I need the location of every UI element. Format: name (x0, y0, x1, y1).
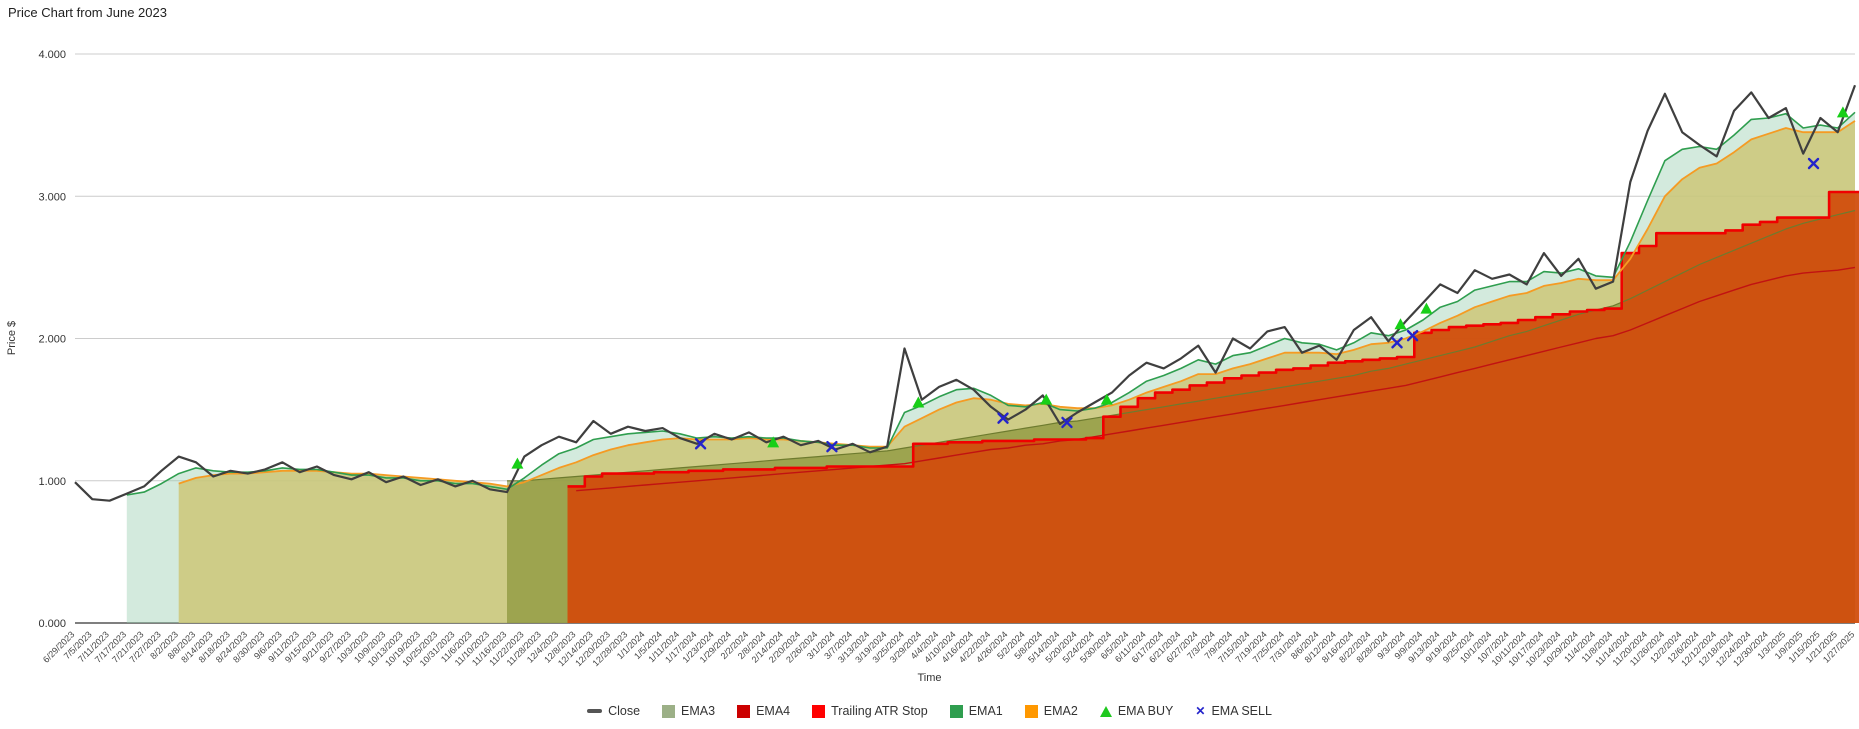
series-swatch-icon (812, 704, 826, 718)
ema-buy-marker (1420, 302, 1433, 314)
y-tick-label: 3.000 (38, 191, 66, 203)
y-tick-label: 0.000 (38, 618, 66, 630)
legend-label: Close (608, 704, 641, 718)
y-tick-label: 4.000 (38, 49, 66, 61)
stop-area (567, 192, 1859, 623)
ema2-line (178, 120, 1856, 488)
legend-label: Trailing ATR Stop (831, 704, 928, 718)
legend-label: EMA BUY (1117, 704, 1174, 718)
y-tick-label: 1.000 (38, 476, 66, 488)
chart-legend: Close EMA3 EMA4 Trailing ATR Stop EMA1 EMA2 EM… (0, 704, 1859, 718)
y-tick-label: 2.000 (38, 334, 66, 346)
ema-buy-marker (1394, 318, 1407, 330)
legend-item-ema1[interactable]: EMA1 (949, 704, 1003, 718)
sell-x-icon: ✕ (1195, 703, 1206, 718)
ema-buy-marker (1040, 393, 1053, 405)
series-swatch-icon (737, 704, 751, 718)
ema-sell-marker (1061, 416, 1073, 429)
ema-sell-marker (826, 440, 838, 453)
ema-sell-marker (1406, 329, 1419, 342)
legend-item-close[interactable]: Close (587, 704, 640, 718)
ema-buy-marker (1836, 106, 1849, 118)
legend-item-ema2[interactable]: EMA2 (1024, 704, 1078, 718)
ema-buy-marker (767, 436, 780, 448)
ema-buy-marker (511, 457, 524, 469)
ema-sell-marker (694, 438, 707, 450)
ema-buy-marker (1100, 393, 1113, 405)
legend-label: EMA4 (756, 704, 791, 718)
legend-item-ema4[interactable]: EMA4 (737, 704, 790, 718)
close-line (74, 84, 1857, 502)
legend-item-ema-sell[interactable]: ✕ EMA SELL (1195, 704, 1272, 718)
ema-sell-marker (1807, 157, 1820, 170)
legend-label: EMA SELL (1211, 704, 1272, 718)
close-dash-icon (587, 709, 603, 713)
legend-label: EMA1 (968, 704, 1003, 718)
series-swatch-icon (949, 704, 963, 718)
series-swatch-icon (1024, 704, 1038, 718)
x-axis-title: Time (917, 672, 942, 684)
ema4-line (576, 266, 1856, 492)
ema-sell-marker (997, 412, 1009, 424)
legend-label: EMA3 (681, 704, 716, 718)
buy-triangle-icon (1099, 705, 1112, 717)
series-swatch-icon (662, 704, 676, 718)
legend-item-trailing-atr-stop[interactable]: Trailing ATR Stop (812, 704, 928, 718)
legend-label: EMA2 (1043, 704, 1078, 718)
ema-sell-marker (1391, 337, 1403, 349)
legend-item-ema3[interactable]: EMA3 (662, 704, 715, 718)
ema-buy-marker (912, 396, 925, 408)
ema3-line (507, 209, 1856, 482)
chart-title: Price Chart from June 2023 (8, 5, 167, 20)
legend-item-ema-buy[interactable]: EMA BUY (1099, 704, 1174, 718)
